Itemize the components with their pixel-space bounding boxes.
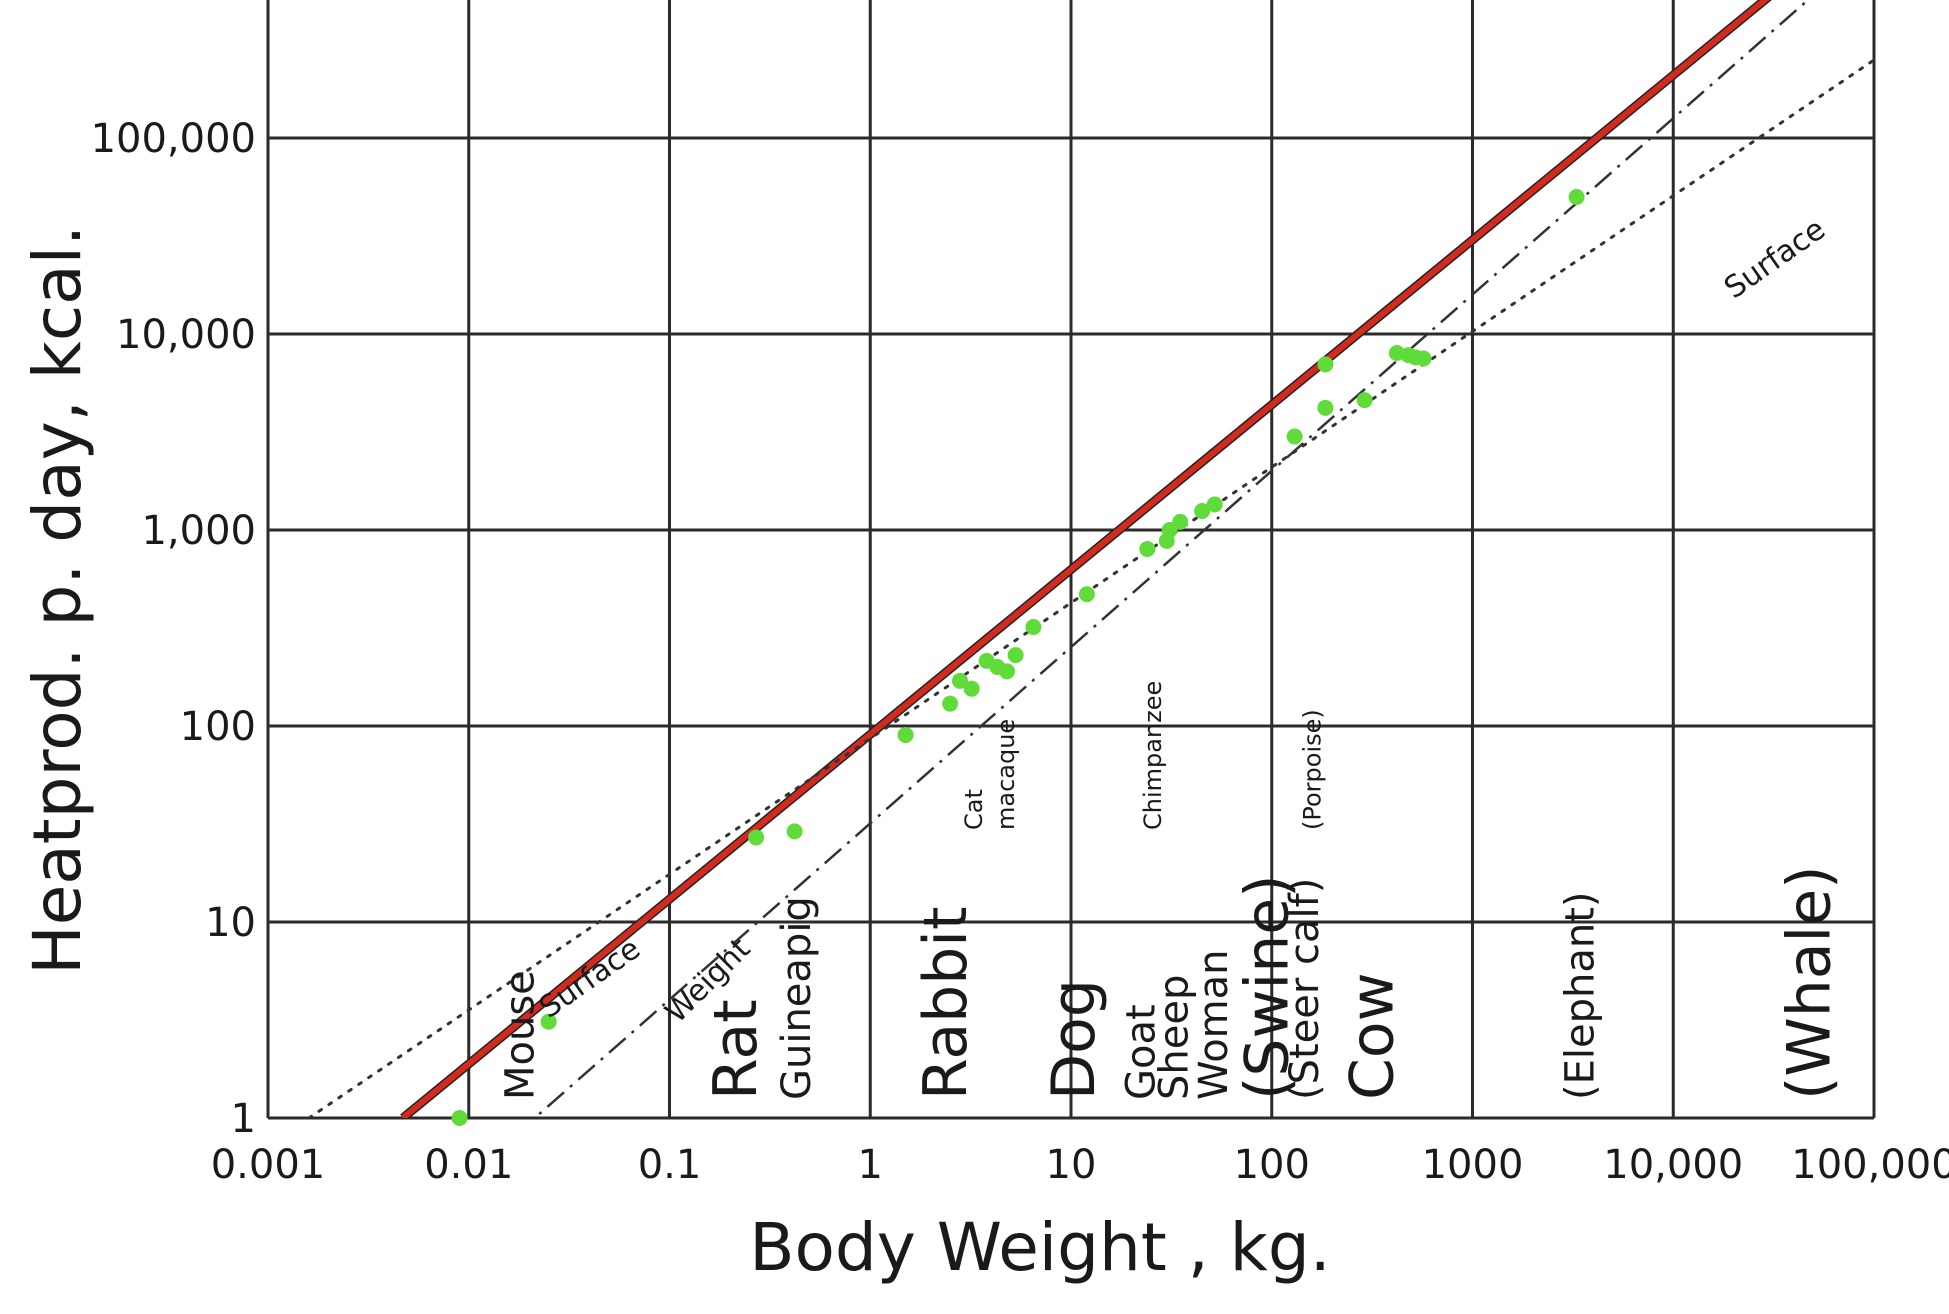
x-tick-label: 10	[1046, 1142, 1097, 1188]
animal-label: (Elephant)	[1557, 892, 1603, 1101]
line-label: Surface	[1718, 212, 1832, 306]
data-point	[1317, 356, 1334, 373]
x-tick-label: 1000	[1422, 1142, 1524, 1188]
animal-label: (Steer calf)	[1282, 878, 1328, 1100]
data-point	[897, 726, 914, 743]
x-axis-title: Body Weight , kg.	[749, 1209, 1331, 1286]
animal-label: Woman	[1191, 949, 1237, 1100]
x-tick-label: 0.1	[638, 1142, 702, 1188]
x-tick-label: 0.01	[424, 1142, 513, 1188]
weight-line	[532, 0, 1810, 1118]
data-point	[451, 1110, 468, 1126]
data-point	[1415, 350, 1432, 367]
data-point	[1007, 647, 1024, 664]
data-point	[1025, 618, 1042, 635]
animal-label: Cow	[1338, 972, 1408, 1100]
data-point	[748, 829, 765, 846]
y-tick-label: 100,000	[91, 116, 256, 162]
line-label: Weight	[1549, 0, 1648, 7]
data-point	[1568, 189, 1585, 206]
data-point	[1172, 513, 1189, 530]
y-tick-label: 10,000	[116, 312, 256, 358]
fit-line	[401, 0, 1770, 1118]
animal-label: (Whale)	[1774, 865, 1844, 1100]
data-point	[1139, 540, 1156, 557]
data-point	[1078, 586, 1095, 603]
animal-label: Guineapig	[774, 896, 820, 1100]
x-tick-label: 1	[858, 1142, 883, 1188]
y-axis-title: Heatprod. p. day, kcal.	[19, 225, 96, 975]
data-point	[1286, 428, 1303, 445]
data-point	[1194, 503, 1211, 520]
x-tick-label: 0.001	[211, 1142, 326, 1188]
surface-line	[307, 58, 1874, 1118]
data-point	[786, 823, 803, 840]
x-tick-label: 10,000	[1603, 1142, 1743, 1188]
y-tick-label: 1,000	[141, 508, 256, 554]
animal-label: Chimpanzee	[1139, 681, 1167, 830]
plot-lines	[307, 0, 1874, 1118]
line-label: Surface	[533, 931, 647, 1025]
x-tick-label: 100	[1234, 1142, 1310, 1188]
data-point	[942, 695, 959, 712]
animal-label: (Porpoise)	[1299, 709, 1327, 830]
data-point	[540, 1013, 557, 1030]
animal-label: macaque	[992, 719, 1020, 830]
data-point	[1206, 496, 1223, 513]
grid	[266, 0, 1876, 1120]
data-point	[963, 680, 980, 697]
animal-label: Dog	[1039, 979, 1109, 1100]
data-point	[1356, 392, 1373, 409]
data-point	[952, 672, 969, 689]
y-tick-label: 10	[205, 900, 256, 946]
animal-label: Goat	[1118, 1004, 1164, 1100]
tick-labels: 0.001 0.01 0.1 1 10 100 1000 10,000 100,000 1 10 10…	[91, 116, 1949, 1188]
annotations: SurfaceWeightWeightSurfaceMouseRatGuinea…	[497, 0, 1844, 1100]
animal-label: Cat	[960, 789, 988, 830]
y-tick-label: 1	[231, 1096, 256, 1142]
animal-label: (Swine)	[1233, 874, 1303, 1100]
y-tick-label: 100	[180, 704, 256, 750]
animal-label: Rat	[701, 999, 771, 1100]
animal-label: Rabbit	[911, 906, 981, 1100]
data-points	[451, 189, 1585, 1126]
animal-label: Mouse	[497, 970, 543, 1100]
data-point	[999, 663, 1016, 680]
animal-label: Sheep	[1151, 975, 1197, 1100]
x-tick-label: 100,000	[1791, 1142, 1949, 1188]
data-point	[1317, 399, 1334, 416]
